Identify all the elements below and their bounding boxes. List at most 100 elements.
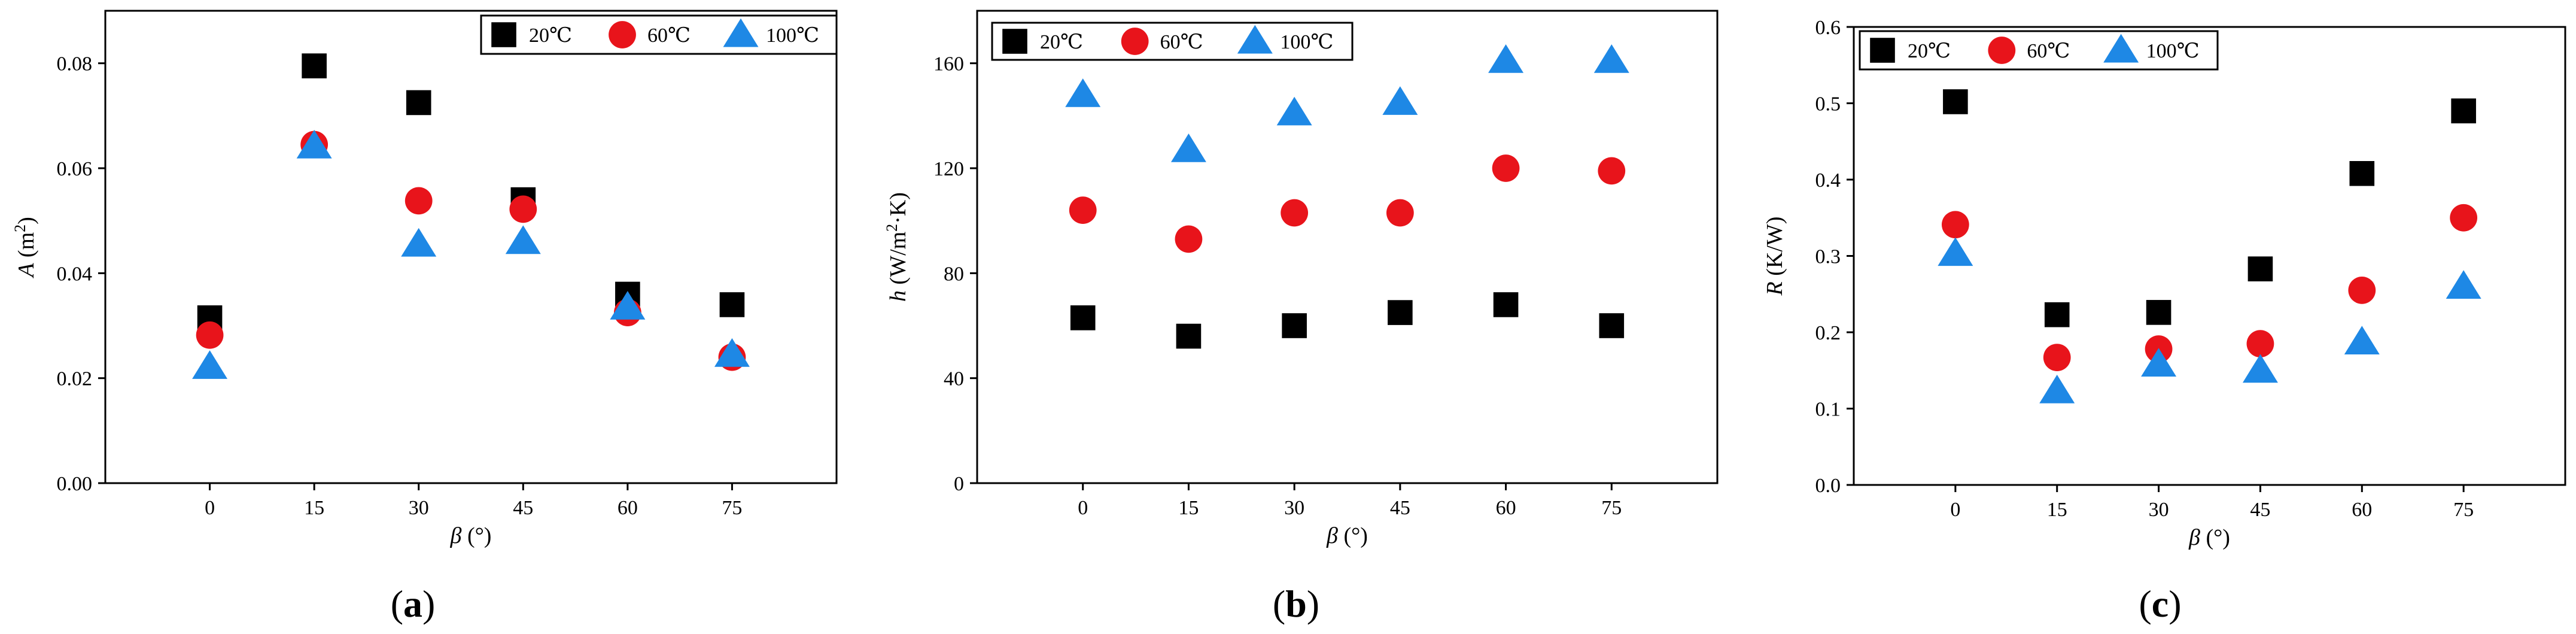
data-point (2043, 344, 2071, 371)
x-axis-title: β (°) (450, 523, 492, 548)
series-square (1943, 89, 2476, 327)
data-point (1070, 305, 1096, 330)
data-point (2348, 276, 2376, 304)
data-point (1492, 154, 1520, 182)
y-tick-label: 0.04 (57, 263, 93, 285)
data-point (1276, 96, 1312, 126)
y-axis-unit-end: ) (14, 217, 39, 225)
y-tick-label: 0.02 (57, 368, 93, 390)
legend-marker-circle (1988, 37, 2016, 64)
series-circle (1941, 204, 2478, 371)
data-point (296, 129, 332, 159)
data-point (192, 350, 228, 379)
legend: 20℃ 60℃ 100℃ (1859, 30, 2219, 71)
legend-marker-square (1002, 29, 1027, 54)
series-square (1070, 292, 1625, 349)
x-tick-label: 75 (722, 497, 742, 519)
panel-label: (a) (391, 583, 436, 625)
y-axis-title: R (K/W) (1762, 217, 1787, 296)
plot-frame (104, 10, 838, 484)
y-tick-label: 0.6 (1815, 17, 1841, 39)
data-point (1938, 237, 1973, 266)
x-tick-label: 15 (304, 497, 324, 519)
series-triangle (1938, 237, 2481, 404)
legend-box (480, 14, 838, 55)
data-point (2246, 330, 2274, 358)
x-tick-label: 30 (409, 497, 429, 519)
legend: 20℃ 60℃ 100℃ (480, 14, 838, 55)
y-tick-label: 0 (954, 473, 964, 495)
data-point (2141, 348, 2177, 377)
x-tick-label: 60 (618, 497, 638, 519)
legend-marker-triangle (1237, 25, 1273, 54)
data-point (1488, 44, 1524, 73)
series-triangle (1065, 44, 1629, 162)
legend: 20℃ 60℃ 100℃ (991, 22, 1354, 61)
y-tick-label: 80 (944, 263, 964, 285)
data-point (1598, 157, 1626, 185)
data-point (2344, 326, 2380, 355)
data-point (1176, 323, 1202, 349)
plot-frame (976, 10, 1719, 484)
legend-label: 100℃ (2146, 40, 2200, 62)
panel-label-open: ( (1273, 583, 1285, 625)
legend-box (1859, 30, 2219, 71)
x-tick-label: 75 (2453, 499, 2474, 521)
legend-marker-circle (1121, 28, 1149, 55)
panel-label-close: ) (1307, 583, 1319, 625)
x-axis-symbol: β (1326, 523, 1338, 548)
x-axis-symbol: β (450, 523, 462, 548)
panel-label-close: ) (422, 583, 435, 625)
data-point (302, 53, 327, 78)
data-point (1386, 199, 1414, 227)
panel-label-open: ( (2139, 583, 2151, 625)
data-point (2146, 300, 2171, 325)
data-point (1069, 196, 1097, 225)
y-axis-symbol: h (886, 290, 911, 302)
series-circle (1069, 154, 1626, 253)
x-tick-label: 15 (1178, 497, 1199, 519)
data-point (2349, 161, 2375, 186)
x-axis-unit: (°) (2200, 525, 2230, 550)
chart-panel-c: 0 15 30 45 60 75 0.0 0.1 0.2 0.3 0.4 0.5 0.6 R (K/W) β… (1762, 17, 2566, 625)
x-tick-label: 45 (1390, 497, 1410, 519)
legend-label: 20℃ (1040, 31, 1083, 53)
data-point (401, 227, 437, 257)
data-point (1170, 134, 1206, 162)
data-point (1175, 225, 1203, 253)
legend-label: 60℃ (1160, 31, 1203, 53)
data-point (2242, 354, 2278, 383)
y-axis-unit-superscript: 2 (11, 225, 29, 232)
y-axis-unit-end: ·K) (886, 192, 911, 224)
series-square (197, 53, 745, 330)
y-axis-symbol: R (1762, 281, 1787, 296)
data-point (406, 90, 431, 116)
y-tick-label: 0.4 (1815, 169, 1841, 192)
y-tick-label: 0.0 (1815, 475, 1841, 497)
data-point (2451, 98, 2476, 124)
legend-label: 60℃ (2027, 40, 2070, 62)
data-point (2446, 270, 2481, 299)
legend-marker-triangle (723, 18, 759, 47)
panel-label-letter: b (1285, 583, 1307, 625)
x-axis-unit: (°) (461, 523, 491, 548)
legend-marker-triangle (2103, 34, 2139, 63)
data-point (2039, 374, 2075, 404)
x-tick-label: 30 (2149, 499, 2169, 521)
panel-label-close: ) (2169, 583, 2181, 625)
data-point (405, 187, 433, 215)
series-triangle (192, 129, 750, 379)
data-point (2247, 256, 2273, 281)
data-point (1943, 89, 1968, 114)
x-axis-unit: (°) (1338, 523, 1368, 548)
data-point (610, 291, 646, 320)
chart-panel-b: 0 15 30 45 60 75 0 40 80 120 160 h (W/m2·K) β (°) 20℃… (883, 10, 1719, 625)
panel-label: (b) (1273, 583, 1319, 625)
data-point (2450, 204, 2478, 232)
y-axis-unit-superscript: 2 (883, 224, 901, 232)
data-point (714, 338, 750, 367)
y-tick-label: 0.00 (57, 473, 93, 495)
y-axis-title: A (m2) (11, 217, 39, 279)
x-tick-label: 45 (2250, 499, 2270, 521)
